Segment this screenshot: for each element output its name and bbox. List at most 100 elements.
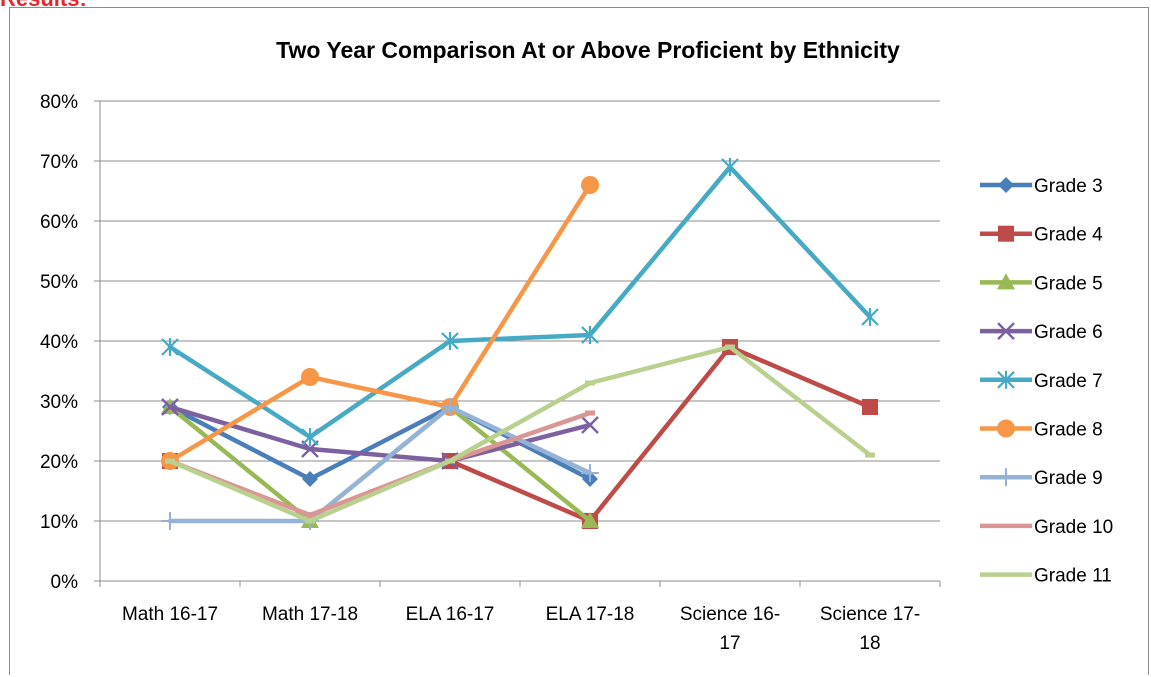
x-tick-label: Math 16-17: [122, 604, 218, 625]
gridlines: [100, 100, 940, 522]
y-tick-label: 40%: [40, 332, 78, 353]
legend-marker: [997, 322, 1015, 340]
data-point: [585, 410, 595, 416]
y-tick-label: 50%: [40, 272, 78, 293]
data-point: [581, 464, 599, 482]
legend-marker: [997, 419, 1015, 438]
y-tick-label: 30%: [40, 392, 78, 413]
legend-item: Grade 4: [980, 225, 1103, 246]
chart-frame: [9, 7, 1149, 675]
data-point: [441, 332, 459, 350]
data-point: [861, 308, 879, 326]
legend-marker: [997, 273, 1015, 290]
legend-marker: [998, 225, 1014, 242]
legend-item: Grade 7: [980, 370, 1103, 392]
y-tick-label: 60%: [40, 212, 78, 233]
series-line-segment: [167, 404, 313, 482]
data-point: [302, 471, 318, 487]
data-point: [441, 398, 459, 416]
x-tick-label: ELA 16-17: [406, 604, 495, 625]
data-point: [862, 399, 878, 415]
x-tick-label: Science 16-17: [680, 604, 780, 654]
y-tick-label: 10%: [40, 512, 78, 533]
legend-label: Grade 7: [1034, 371, 1103, 392]
series-line-segment: [307, 374, 453, 410]
series-line-segment: [307, 446, 453, 464]
series-line-segment: [447, 404, 593, 476]
legend: Grade 3 Grade 4 Grade 5 Grade 6 Grade 7 Grade…: [980, 176, 1113, 587]
series-line-segment: [447, 410, 593, 464]
series-line-segment: [447, 332, 593, 344]
series-grade-11: [165, 344, 875, 524]
legend-item: Grade 6: [980, 322, 1103, 343]
series-line-segment: [587, 344, 733, 524]
y-tick-label: 0%: [51, 572, 79, 593]
series-grade-8: [161, 176, 599, 470]
axes: 0% 10% 20% 30% 40% 50% 60% 70% 80% Math 16-17 Math…: [40, 92, 941, 654]
series-line-segment: [167, 458, 313, 524]
legend-marker: [997, 468, 1015, 487]
legend-label: Grade 11: [1034, 566, 1112, 587]
data-point: [721, 158, 739, 176]
data-point: [161, 512, 179, 530]
series-line-segment: [167, 374, 313, 464]
y-tick-label: 20%: [40, 452, 78, 473]
data-point: [581, 326, 599, 344]
series-line-segment: [587, 344, 733, 386]
page-heading: Results:: [0, 0, 87, 12]
y-tick-label: 70%: [40, 152, 78, 173]
legend-label: Grade 10: [1034, 517, 1113, 538]
series-layer: [161, 158, 879, 530]
legend-item: Grade 5: [980, 273, 1103, 294]
data-point: [305, 512, 315, 518]
x-tick-label: Math 17-18: [262, 604, 358, 625]
data-point: [581, 416, 599, 434]
data-point: [301, 368, 319, 386]
data-point: [581, 512, 599, 528]
series-line-segment: [307, 404, 453, 524]
legend-label: Grade 9: [1034, 468, 1103, 489]
legend-marker: [998, 177, 1014, 193]
legend-item: Grade 3: [980, 176, 1103, 197]
chart-title: Two Year Comparison At or Above Proficie…: [276, 37, 900, 63]
series-grade-7: [161, 158, 879, 446]
series-line-segment: [587, 164, 733, 338]
legend-label: Grade 8: [1034, 420, 1103, 441]
legend-label: Grade 6: [1034, 322, 1103, 343]
data-point: [165, 458, 175, 464]
series-grade-9: [161, 398, 599, 530]
series-line-segment: [727, 344, 873, 458]
x-tick-label: Science 17-18: [820, 604, 920, 654]
data-point: [161, 398, 179, 416]
legend-label: Grade 5: [1034, 273, 1103, 294]
series-line-segment: [307, 404, 453, 482]
legend-item: Grade 11: [980, 566, 1112, 587]
data-point: [161, 338, 179, 356]
data-point: [725, 344, 735, 350]
data-point: [585, 380, 595, 386]
legend-label: Grade 3: [1034, 176, 1103, 197]
series-line-segment: [727, 344, 873, 410]
series-line-segment: [167, 404, 313, 524]
legend-marker: [997, 370, 1015, 389]
series-line-segment: [447, 404, 593, 524]
data-point: [581, 176, 599, 194]
series-line-segment: [307, 458, 453, 524]
series-line-segment: [167, 344, 313, 440]
data-point: [445, 458, 455, 464]
series-line-segment: [447, 380, 593, 464]
legend-item: Grade 8: [980, 419, 1103, 441]
x-tick-label: ELA 17-18: [546, 604, 635, 625]
data-point: [301, 428, 319, 446]
legend-label: Grade 4: [1034, 225, 1103, 246]
y-tick-label: 80%: [40, 92, 78, 113]
legend-item: Grade 10: [980, 517, 1113, 538]
data-point: [305, 518, 315, 524]
series-line-segment: [307, 338, 453, 440]
legend-item: Grade 9: [980, 468, 1103, 489]
series-line-segment: [447, 458, 593, 524]
series-line-segment: [167, 404, 313, 452]
series-line-segment: [447, 182, 593, 410]
data-point: [865, 452, 875, 458]
